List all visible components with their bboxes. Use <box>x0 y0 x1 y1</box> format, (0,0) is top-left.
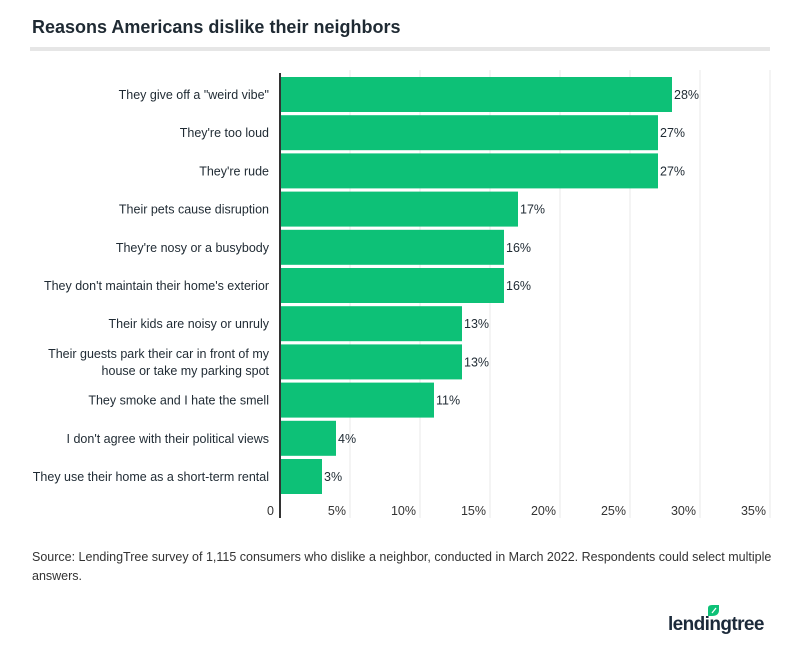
bar <box>280 459 322 494</box>
category-label: They don't maintain their home's exterio… <box>44 279 269 293</box>
data-label: 13% <box>464 317 489 331</box>
data-label: 13% <box>464 355 489 369</box>
category-label: They use their home as a short-term rent… <box>33 470 269 484</box>
x-tick-label: 0 <box>267 504 274 518</box>
bar <box>280 229 504 265</box>
category-label: Their guests park their car in front of … <box>48 347 270 361</box>
x-tick-label: 15% <box>461 504 486 518</box>
x-tick-label: 20% <box>531 504 556 518</box>
data-label: 27% <box>660 164 685 178</box>
bar <box>280 420 336 456</box>
category-label: They're too loud <box>180 126 269 140</box>
bar <box>280 344 462 380</box>
x-tick-label: 30% <box>671 504 696 518</box>
category-label: They're nosy or a busybody <box>116 241 270 255</box>
bar <box>280 306 462 342</box>
lendingtree-logo: lendingtree <box>668 605 764 634</box>
bar <box>280 382 434 418</box>
category-label: They're rude <box>199 164 269 178</box>
category-label: They smoke and I hate the smell <box>88 394 269 408</box>
x-tick-label: 10% <box>391 504 416 518</box>
data-label: 16% <box>506 279 531 293</box>
source-note: Source: LendingTree survey of 1,115 cons… <box>32 550 772 583</box>
category-label: Their pets cause disruption <box>119 203 269 217</box>
x-tick-label: 35% <box>741 504 766 518</box>
bar <box>280 191 518 227</box>
category-label: They give off a "weird vibe" <box>119 88 269 102</box>
category-label: Their kids are noisy or unruly <box>109 317 270 331</box>
bar <box>280 77 672 112</box>
data-label: 16% <box>506 241 531 255</box>
bar <box>280 115 658 151</box>
data-label: 3% <box>324 470 342 484</box>
x-tick-label: 5% <box>328 504 346 518</box>
x-tick-label: 25% <box>601 504 626 518</box>
category-label: I don't agree with their political views <box>67 432 269 446</box>
category-label: house or take my parking spot <box>102 364 270 378</box>
svg-text:lendingtree: lendingtree <box>668 614 764 634</box>
bar-chart: 0 5% 10% 15% 20% 25% 30% 35% 28% They give off a … <box>33 70 771 518</box>
data-label: 4% <box>338 432 356 446</box>
data-label: 28% <box>674 88 699 102</box>
bar <box>280 268 504 303</box>
data-label: 11% <box>436 394 460 408</box>
chart-title: Reasons Americans dislike their neighbor… <box>32 17 401 37</box>
data-label: 27% <box>660 126 685 140</box>
bar <box>280 153 658 189</box>
data-label: 17% <box>520 203 545 217</box>
title-divider <box>30 47 770 51</box>
